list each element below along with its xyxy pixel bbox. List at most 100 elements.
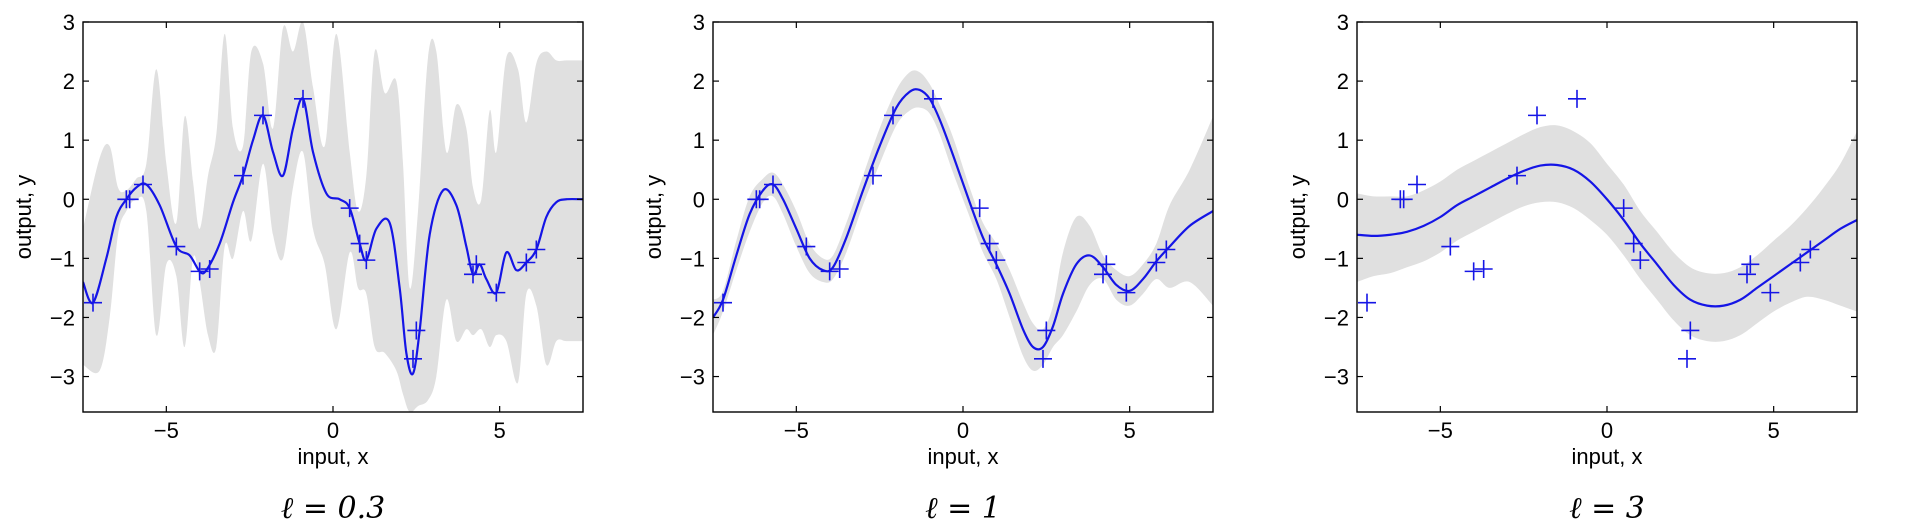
observation-marker bbox=[1614, 199, 1633, 218]
x-axis-label: input, x bbox=[928, 444, 999, 469]
plot-area bbox=[1357, 89, 1857, 368]
observation-marker bbox=[464, 265, 482, 284]
y-tick-label: 1 bbox=[1337, 128, 1349, 153]
observation-marker bbox=[714, 293, 732, 312]
y-tick-label: 3 bbox=[1337, 10, 1349, 35]
y-axis-label: output, y bbox=[1285, 175, 1310, 259]
observation-marker bbox=[1631, 251, 1650, 270]
y-tick-label: −3 bbox=[50, 365, 75, 390]
observation-marker bbox=[980, 234, 999, 253]
observation-marker bbox=[517, 253, 536, 272]
observation-marker bbox=[1624, 234, 1643, 253]
observation-marker bbox=[120, 190, 139, 209]
observation-marker bbox=[1441, 237, 1460, 256]
observation-marker bbox=[1568, 89, 1586, 108]
observation-marker bbox=[764, 175, 782, 194]
y-tick-label: 1 bbox=[693, 128, 705, 153]
observation-marker bbox=[134, 175, 152, 194]
observation-marker bbox=[1681, 321, 1700, 340]
y-tick-label: 2 bbox=[1337, 69, 1349, 94]
observation-marker bbox=[350, 234, 369, 253]
observation-marker bbox=[340, 199, 359, 218]
panel-caption: ℓ = 0.3 bbox=[281, 491, 385, 526]
observation-marker bbox=[1741, 255, 1760, 274]
chart-panel-lengthscale-3: ℓ = 3 3 2 1 0 −1 −2 −3 −5 0 5 input, x output, y bbox=[1285, 10, 1858, 526]
observation-marker bbox=[1157, 240, 1176, 259]
y-tick-label: −1 bbox=[680, 246, 705, 271]
observation-marker bbox=[1761, 283, 1780, 302]
x-tick-label: 0 bbox=[1601, 418, 1613, 443]
x-tick-label: −5 bbox=[1428, 418, 1453, 443]
observation-marker bbox=[1394, 190, 1413, 209]
y-tick-label: −2 bbox=[1324, 305, 1349, 330]
x-tick-label: 5 bbox=[1768, 418, 1780, 443]
mean-line bbox=[1357, 163, 1857, 308]
y-tick-label: 0 bbox=[693, 187, 705, 212]
observation-marker bbox=[1034, 349, 1052, 368]
observation-marker bbox=[797, 237, 816, 256]
x-tick-label: 0 bbox=[327, 418, 339, 443]
panel-caption: ℓ = 1 bbox=[925, 491, 1001, 526]
observation-marker bbox=[1117, 283, 1136, 302]
observation-marker bbox=[1097, 255, 1116, 274]
observation-marker bbox=[1678, 349, 1696, 368]
y-tick-label: −2 bbox=[680, 305, 705, 330]
observation-marker bbox=[294, 89, 312, 108]
panel-caption: ℓ = 3 bbox=[1569, 491, 1645, 526]
observation-marker bbox=[487, 283, 506, 302]
observation-marker bbox=[820, 262, 839, 281]
y-tick-label: −1 bbox=[50, 246, 75, 271]
y-tick-label: 2 bbox=[693, 69, 705, 94]
observation-marker bbox=[404, 349, 422, 368]
y-tick-label: 1 bbox=[63, 128, 75, 153]
observation-marker bbox=[830, 260, 849, 278]
x-tick-label: −5 bbox=[784, 418, 809, 443]
chart-panel-lengthscale-0.3: ℓ = 0.3 3 2 1 0 −1 −2 −3 −5 0 5 input, x output, y bbox=[11, 10, 584, 526]
observation-marker bbox=[970, 199, 989, 218]
plot-area bbox=[83, 22, 583, 412]
y-tick-label: 3 bbox=[63, 10, 75, 35]
y-tick-label: −3 bbox=[1324, 365, 1349, 390]
observation-marker bbox=[1791, 253, 1810, 272]
plot-area bbox=[713, 70, 1213, 371]
observation-marker bbox=[254, 106, 272, 125]
observation-marker bbox=[1474, 260, 1493, 278]
observation-marker bbox=[234, 166, 252, 185]
confidence-band bbox=[83, 22, 583, 412]
observation-marker bbox=[1528, 106, 1546, 125]
observation-marker bbox=[750, 190, 769, 209]
y-tick-label: 2 bbox=[63, 69, 75, 94]
observation-marker bbox=[467, 255, 486, 274]
x-tick-label: −5 bbox=[154, 418, 179, 443]
observation-marker bbox=[1408, 175, 1426, 194]
y-tick-label: 0 bbox=[1337, 187, 1349, 212]
confidence-band bbox=[713, 70, 1213, 371]
y-axis-label: output, y bbox=[641, 175, 666, 259]
observation-marker bbox=[987, 251, 1006, 270]
observation-marker bbox=[527, 240, 546, 259]
observation-marker bbox=[864, 166, 882, 185]
y-tick-label: 0 bbox=[63, 187, 75, 212]
x-axis-label: input, x bbox=[298, 444, 369, 469]
y-tick-label: −3 bbox=[680, 365, 705, 390]
observation-marker bbox=[924, 89, 942, 108]
mean-line bbox=[713, 88, 1213, 351]
observation-marker bbox=[1738, 265, 1756, 284]
observation-marker bbox=[1094, 265, 1112, 284]
observation-marker bbox=[200, 260, 219, 278]
observation-marker bbox=[190, 262, 209, 281]
x-tick-label: 0 bbox=[957, 418, 969, 443]
y-tick-label: 3 bbox=[693, 10, 705, 35]
observation-marker bbox=[1508, 166, 1526, 185]
observation-marker bbox=[84, 293, 102, 312]
observation-marker bbox=[167, 237, 186, 256]
observation-marker bbox=[357, 251, 376, 270]
observation-marker bbox=[1037, 321, 1056, 340]
y-tick-label: −1 bbox=[1324, 246, 1349, 271]
observation-marker bbox=[1147, 253, 1166, 272]
chart-panel-lengthscale-1: ℓ = 1 3 2 1 0 −1 −2 −3 −5 0 5 input, x output, y bbox=[641, 10, 1214, 526]
observation-marker bbox=[884, 106, 902, 125]
observation-marker bbox=[1358, 293, 1376, 312]
confidence-band bbox=[1357, 125, 1857, 342]
